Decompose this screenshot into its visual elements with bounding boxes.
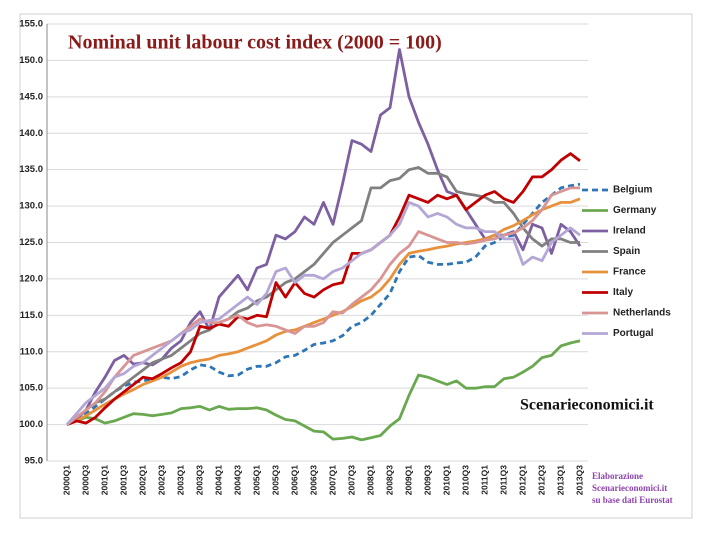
x-tick-label: 2007Q1 (327, 465, 337, 496)
chart-title: Nominal unit labour cost index (2000 = 1… (68, 32, 442, 54)
annotation: Scenarieconomici.it (520, 397, 654, 414)
y-tick-label: 105.0 (19, 383, 43, 394)
x-tick-label: 2006Q1 (289, 465, 299, 496)
x-tick-label: 2001Q3 (118, 465, 128, 496)
chart-frame (19, 13, 693, 519)
legend-label: Belgium (613, 185, 653, 196)
series-line (66, 339, 581, 442)
x-tick-label: 2005Q1 (251, 465, 261, 496)
footnote: Scenarieconomici.it (592, 483, 667, 493)
series-line (66, 186, 580, 426)
x-tick-label: 2003Q1 (175, 465, 185, 496)
series-line (66, 152, 581, 426)
y-tick-label: 110.0 (20, 346, 43, 357)
y-tick-label: 125.0 (19, 237, 43, 248)
x-tick-label: 2007Q3 (346, 465, 356, 496)
x-tick-label: 2004Q1 (213, 465, 223, 496)
x-tick-label: 2012Q1 (517, 465, 527, 496)
x-tick-label: 2013Q3 (574, 465, 584, 496)
y-tick-label: 135.0 (19, 164, 43, 175)
series-line (65, 201, 581, 426)
y-tick-label: 120.0 (19, 273, 43, 284)
x-tick-label: 2001Q1 (99, 465, 109, 496)
x-tick-label: 2009Q3 (422, 465, 432, 496)
y-tick-label: 130.0 (19, 201, 43, 212)
x-tick-label: 2002Q1 (137, 465, 147, 496)
footnote: Elaborazione (592, 471, 643, 481)
x-tick-label: 2011Q1 (479, 465, 489, 495)
y-tick-label: 155.0 (19, 19, 43, 30)
x-tick-label: 2011Q3 (498, 465, 508, 495)
x-tick-label: 2008Q3 (384, 465, 394, 496)
x-tick-label: 2008Q1 (365, 465, 375, 496)
series-line (66, 166, 580, 426)
x-tick-label: 2004Q3 (232, 465, 242, 496)
legend-label: Italy (613, 287, 633, 298)
x-tick-label: 2003Q3 (194, 465, 204, 496)
y-tick-label: 150.0 (19, 55, 43, 66)
y-tick-label: 140.0 (19, 128, 43, 139)
footnote: su base dati Eurostat (592, 495, 673, 505)
y-tick-label: 95.0 (25, 456, 44, 467)
legend-label: Germany (613, 205, 657, 216)
x-tick-label: 2000Q1 (61, 465, 71, 496)
x-tick-label: 2010Q1 (441, 465, 451, 496)
series-line (66, 182, 581, 426)
x-tick-label: 2009Q1 (403, 465, 413, 496)
legend-label: Portugal (613, 328, 654, 339)
y-tick-label: 115.0 (20, 310, 43, 321)
x-tick-label: 2010Q3 (460, 465, 470, 496)
x-tick-label: 2000Q3 (80, 465, 90, 496)
legend-label: France (613, 267, 646, 278)
legend-label: Ireland (613, 226, 646, 237)
y-tick-label: 100.0 (19, 419, 43, 430)
legend-label: Netherlands (613, 308, 671, 319)
x-tick-label: 2005Q3 (270, 465, 280, 496)
x-tick-label: 2013Q1 (555, 465, 565, 496)
y-tick-label: 145.0 (19, 91, 43, 102)
legend-label: Spain (613, 246, 640, 257)
x-tick-label: 2002Q3 (156, 465, 166, 496)
series-line (66, 197, 581, 426)
x-tick-label: 2006Q3 (308, 465, 318, 496)
x-tick-label: 2012Q3 (536, 465, 546, 496)
